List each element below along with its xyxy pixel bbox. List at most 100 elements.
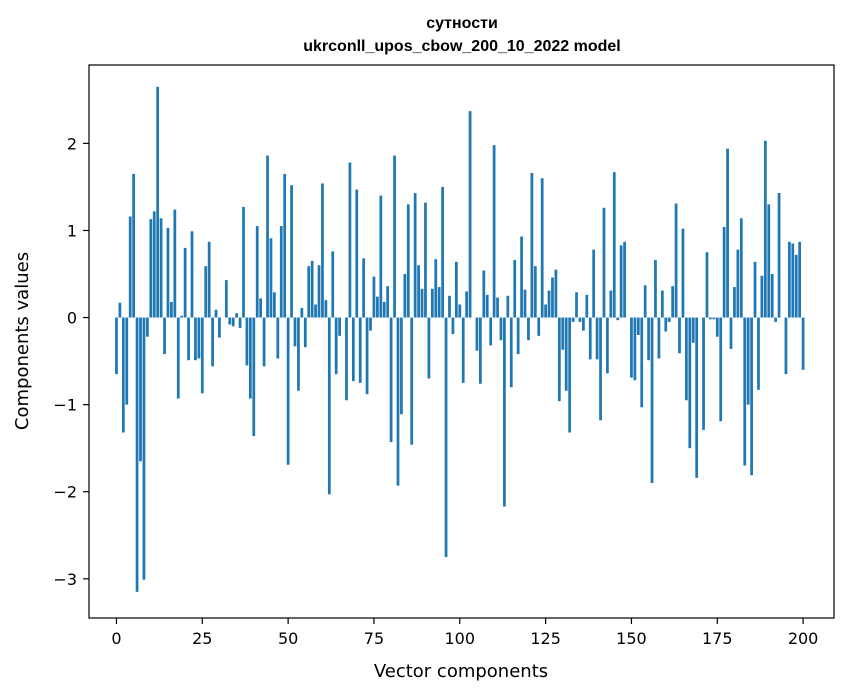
bar — [468, 111, 472, 318]
bar — [121, 317, 125, 433]
bar — [712, 317, 716, 320]
bar — [369, 317, 372, 331]
bar — [582, 317, 585, 331]
bar — [149, 219, 153, 318]
bar — [207, 241, 211, 318]
chart-title: сутности — [426, 15, 498, 32]
bar — [197, 317, 201, 359]
bar — [248, 317, 252, 399]
bar — [794, 254, 798, 318]
bar — [125, 317, 129, 405]
bar — [200, 317, 204, 394]
bar — [417, 265, 420, 318]
plot-frame — [88, 64, 835, 619]
bar — [557, 317, 561, 402]
bar — [224, 280, 228, 318]
bar — [585, 294, 589, 318]
bar — [372, 276, 376, 318]
bar — [310, 260, 314, 318]
bar — [338, 317, 341, 336]
bar — [726, 148, 729, 318]
bar — [588, 317, 592, 360]
bar — [636, 317, 640, 335]
bar — [619, 245, 623, 318]
bar — [176, 317, 180, 399]
bar — [482, 270, 486, 318]
bar — [630, 317, 633, 378]
bar — [763, 140, 767, 318]
bar — [334, 317, 338, 375]
bar — [599, 317, 602, 421]
bar — [571, 317, 575, 322]
bar — [527, 317, 530, 341]
bar — [719, 317, 723, 422]
bar — [551, 277, 554, 318]
bar — [430, 288, 434, 318]
bar — [118, 302, 122, 318]
bar — [643, 285, 647, 318]
bar — [238, 317, 242, 329]
bar — [753, 261, 757, 318]
bar — [798, 241, 802, 318]
bar — [688, 317, 692, 449]
bar — [647, 317, 650, 361]
bar — [358, 317, 362, 383]
bar — [259, 298, 263, 318]
bar — [674, 203, 678, 318]
bar — [170, 301, 173, 318]
bar — [314, 304, 317, 318]
bar — [393, 155, 396, 318]
bar — [575, 292, 578, 318]
bar — [379, 195, 383, 318]
bar — [218, 317, 221, 338]
bar — [465, 291, 469, 318]
bar — [283, 173, 287, 318]
x-axis-label: Vector components — [374, 661, 548, 682]
x-tick-label: 175 — [702, 629, 733, 648]
bar — [166, 227, 170, 318]
bar — [650, 317, 654, 484]
bar — [142, 317, 146, 580]
bar — [592, 249, 596, 318]
bar — [722, 226, 726, 318]
bar — [420, 288, 424, 318]
bar — [770, 274, 774, 318]
bar — [520, 236, 523, 318]
bar — [733, 287, 736, 318]
bar — [616, 317, 620, 321]
bar — [509, 317, 513, 388]
bar — [516, 317, 520, 355]
y-axis-label: Components values — [12, 252, 33, 430]
bar — [702, 317, 705, 430]
bar — [743, 317, 747, 466]
bar — [348, 162, 352, 318]
bar — [255, 226, 259, 318]
bar — [602, 207, 606, 318]
bar — [159, 218, 163, 318]
bar — [183, 247, 187, 318]
chart-subtitle: ukrconll_upos_cbow_200_10_2022 model — [303, 38, 620, 55]
x-tick-label: 0 — [111, 629, 121, 648]
bar — [533, 266, 537, 318]
bar — [791, 243, 795, 318]
bar — [321, 183, 324, 318]
bar — [327, 317, 331, 495]
bar — [691, 317, 695, 343]
bar — [441, 186, 444, 318]
y-tick-label: 0 — [67, 309, 77, 328]
bar — [382, 301, 386, 318]
bar — [729, 317, 733, 349]
bar — [231, 317, 235, 327]
bar — [204, 266, 208, 318]
bar — [293, 317, 297, 347]
y-axis-ticks: −3 −2 −1 0 1 2 — [53, 134, 89, 589]
bar — [461, 317, 465, 383]
bar — [317, 265, 321, 318]
bar — [750, 317, 753, 476]
bar — [444, 317, 448, 558]
bar — [784, 317, 788, 375]
y-tick-label: −2 — [53, 483, 77, 502]
x-axis-ticks: 0 25 50 75 100 125 150 175 200 — [111, 618, 818, 648]
bar — [351, 317, 355, 382]
